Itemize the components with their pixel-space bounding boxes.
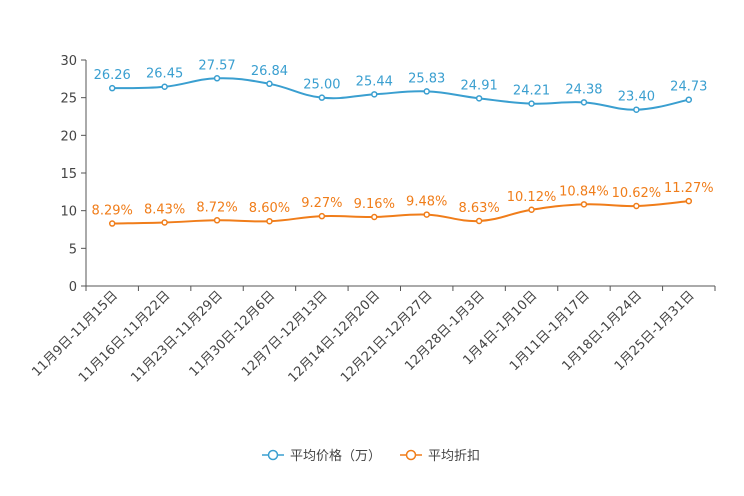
series-line — [112, 200, 689, 225]
data-point — [475, 95, 483, 102]
axes: 0 5 10 15 20 25 30 11月9日-11月15日11月16日-11月22日11月… — [29, 54, 716, 386]
series-2: 8.29% 8.43% 8.72% 8.60% 9.27% 9.16% 9.48% 8.63%… — [92, 181, 714, 227]
x-tick-label: 12月21日-12月27日 — [338, 288, 435, 385]
y-tick-label: 15 — [60, 167, 77, 182]
y-tick-label: 5 — [69, 242, 77, 257]
data-label: 8.43% — [144, 202, 185, 217]
data-label: 23.40 — [618, 90, 655, 105]
data-label: 10.84% — [559, 184, 609, 199]
legend: 平均价格（万） 平均折扣 — [262, 448, 480, 464]
data-label: 24.21 — [513, 84, 550, 99]
legend-marker — [267, 449, 279, 461]
series-line — [112, 77, 689, 111]
data-point — [266, 80, 273, 88]
series-layer: 26.26 26.45 27.57 26.84 25.00 25.44 25.83 24.91… — [92, 58, 714, 227]
data-label: 9.48% — [406, 195, 447, 210]
data-point — [371, 91, 378, 98]
data-point — [423, 88, 430, 95]
data-point — [475, 217, 483, 225]
data-point — [266, 217, 273, 225]
data-point — [528, 100, 535, 107]
data-point — [685, 197, 693, 205]
data-label: 9.27% — [301, 196, 342, 211]
x-tick-label: 11月9日-11月15日 — [29, 288, 121, 380]
data-point — [633, 106, 640, 113]
legend-label: 平均折扣 — [428, 449, 480, 464]
x-tick-label: 11月23日-11月29日 — [128, 288, 225, 385]
data-label: 25.83 — [408, 71, 445, 86]
data-label: 24.91 — [461, 78, 498, 93]
y-tick-label: 10 — [60, 205, 77, 220]
data-label: 26.84 — [251, 64, 288, 79]
data-point — [371, 213, 378, 221]
data-label: 27.57 — [198, 58, 235, 73]
data-label: 10.62% — [612, 186, 662, 201]
data-label: 11.27% — [664, 181, 714, 196]
y-tick-label: 20 — [60, 129, 77, 144]
data-point — [318, 94, 326, 101]
legend-item-2: 平均折扣 — [400, 449, 480, 464]
data-label: 26.26 — [94, 68, 131, 83]
y-tick-label: 0 — [69, 280, 77, 295]
data-label: 25.00 — [303, 78, 340, 93]
y-tick-label: 30 — [60, 54, 77, 69]
data-point — [423, 211, 430, 218]
data-label: 26.45 — [146, 67, 183, 82]
data-point — [580, 99, 588, 106]
data-point — [580, 201, 588, 208]
data-label: 8.29% — [92, 204, 133, 219]
data-label: 24.38 — [565, 82, 602, 97]
data-point — [685, 96, 693, 103]
data-point — [108, 220, 116, 227]
data-label: 25.44 — [356, 74, 393, 89]
legend-marker — [405, 449, 417, 461]
data-point — [213, 217, 221, 224]
data-point — [161, 83, 168, 90]
data-label: 24.73 — [670, 80, 707, 95]
data-point — [528, 206, 535, 214]
data-point — [108, 84, 116, 92]
data-point — [633, 202, 640, 210]
x-tick-label: 11月16日-11月22日 — [76, 288, 173, 385]
data-label: 10.12% — [507, 190, 557, 205]
y-tick-label: 25 — [60, 92, 77, 107]
data-label: 8.63% — [458, 201, 499, 216]
data-point — [318, 212, 326, 220]
data-point — [213, 75, 221, 82]
legend-item-1: 平均价格（万） — [262, 448, 381, 464]
data-label: 9.16% — [354, 197, 395, 212]
data-point — [161, 219, 168, 226]
data-label: 8.60% — [249, 201, 290, 216]
series-1: 26.26 26.45 27.57 26.84 25.00 25.44 25.83 24.91… — [94, 58, 707, 113]
data-label: 8.72% — [196, 200, 237, 215]
x-tick-label: 12月14日-12月20日 — [286, 288, 383, 385]
legend-label: 平均价格（万） — [290, 448, 381, 464]
